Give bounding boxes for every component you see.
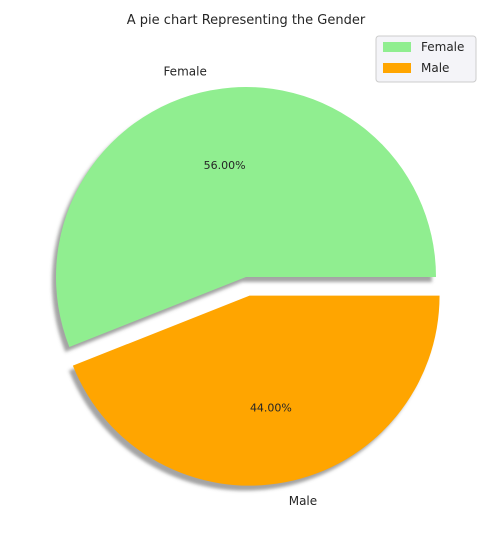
slice-percent-male: 44.00% <box>250 402 292 415</box>
pie-slice-female <box>56 87 437 347</box>
legend-label-female: Female <box>421 40 464 54</box>
slice-percent-female: 56.00% <box>204 159 246 172</box>
legend: Female Male <box>375 35 477 83</box>
slice-label-male: Male <box>289 494 317 508</box>
legend-swatch-female <box>383 42 411 52</box>
slice-label-female: Female <box>163 65 206 79</box>
chart-title: A pie chart Representing the Gender <box>127 13 366 28</box>
legend-swatch-male <box>383 63 411 73</box>
slice-layer <box>56 87 440 486</box>
label-layer: Female 56.00% Male 44.00% <box>163 65 317 508</box>
pie-slice-male <box>72 295 440 486</box>
legend-label-male: Male <box>421 61 449 75</box>
